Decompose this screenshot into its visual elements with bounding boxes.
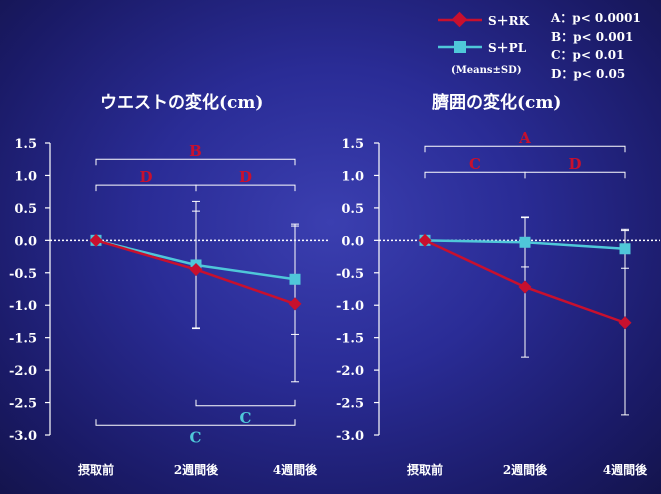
x-category-label: 4週間後: [273, 462, 318, 477]
legend-note: (Means±SD): [451, 65, 522, 76]
significance-bracket: [195, 184, 296, 192]
y-tick-label: -1.5: [9, 332, 37, 347]
significance-bracket: [95, 419, 296, 426]
y-tick-label: 0.5: [341, 202, 364, 217]
data-point-diamond: [189, 263, 203, 277]
legend: S＋RK S＋PL (Means±SD) A：p< 0.0001 B：p< 0.…: [438, 11, 641, 81]
y-tick-label: -3.0: [336, 429, 364, 444]
y-tick-label: -2.5: [9, 397, 37, 412]
x-category-label: 2週間後: [174, 462, 219, 477]
significance-label: D: [568, 155, 581, 173]
significance-bracket: [95, 158, 296, 166]
significance-label: D: [239, 168, 252, 186]
chart-1-title: ウエストの変化(cm): [100, 92, 263, 113]
y-tick-label: 0.0: [14, 234, 37, 249]
significance-key-c: C：p< 0.01: [551, 48, 624, 62]
y-tick-label: -0.5: [336, 267, 364, 282]
significance-key-b: B：p< 0.001: [551, 30, 633, 44]
significance-bracket: [524, 171, 626, 179]
significance-label: C: [469, 155, 481, 173]
significance-key-a: A：p< 0.0001: [550, 11, 641, 25]
data-point-diamond: [89, 233, 103, 247]
y-tick-label: 1.5: [14, 137, 37, 152]
data-point-square: [289, 273, 301, 285]
significance-bracket: [195, 399, 296, 407]
data-point-diamond: [288, 297, 302, 311]
chart-1-plot: 1.5 1.0 0.5 0.0 -0.5 -1.0 -1.5 -2.0 -2.5 -3.0 摂取前 2…: [9, 137, 330, 477]
y-tick-label: -1.0: [9, 299, 37, 314]
y-tick-label: -1.0: [336, 299, 364, 314]
y-tick-label: -3.0: [9, 429, 37, 444]
significance-label: C: [190, 428, 202, 446]
y-tick-label: -0.5: [9, 267, 37, 282]
data-point-diamond: [418, 233, 432, 247]
legend-label-series-1: S＋RK: [488, 14, 530, 28]
legend-marker-series-1: [451, 11, 468, 28]
legend-label-series-2: S＋PL: [488, 41, 527, 55]
y-tick-label: -2.5: [336, 397, 364, 412]
y-tick-label: 1.0: [14, 169, 37, 184]
significance-label: B: [189, 142, 202, 160]
data-point-square: [619, 243, 631, 255]
significance-bracket: [424, 145, 626, 153]
significance-label: D: [139, 168, 152, 186]
chart-2-title: 臍囲の変化(cm): [432, 92, 561, 113]
y-tick-label: 1.5: [341, 137, 364, 152]
y-tick-label: -2.0: [9, 364, 37, 379]
y-tick-label: 0.5: [14, 202, 37, 217]
significance-label: C: [240, 409, 252, 427]
data-point-diamond: [518, 280, 532, 294]
x-category-label: 4週間後: [603, 462, 648, 477]
legend-marker-series-2: [454, 41, 466, 53]
y-tick-label: -1.5: [336, 332, 364, 347]
x-category-label: 摂取前: [78, 462, 114, 477]
chart-2-plot: 1.5 1.0 0.5 0.0 -0.5 -1.0 -1.5 -2.0 -2.5 -3.0 摂取前 2…: [336, 129, 660, 477]
y-tick-label: -2.0: [336, 364, 364, 379]
data-point-square: [519, 236, 531, 248]
x-category-label: 摂取前: [407, 462, 443, 477]
significance-label: A: [518, 129, 531, 147]
data-point-diamond: [618, 316, 632, 330]
y-tick-label: 0.0: [341, 234, 364, 249]
y-tick-label: 1.0: [341, 169, 364, 184]
x-category-label: 2週間後: [503, 462, 548, 477]
significance-key-d: D：p< 0.05: [551, 67, 625, 81]
